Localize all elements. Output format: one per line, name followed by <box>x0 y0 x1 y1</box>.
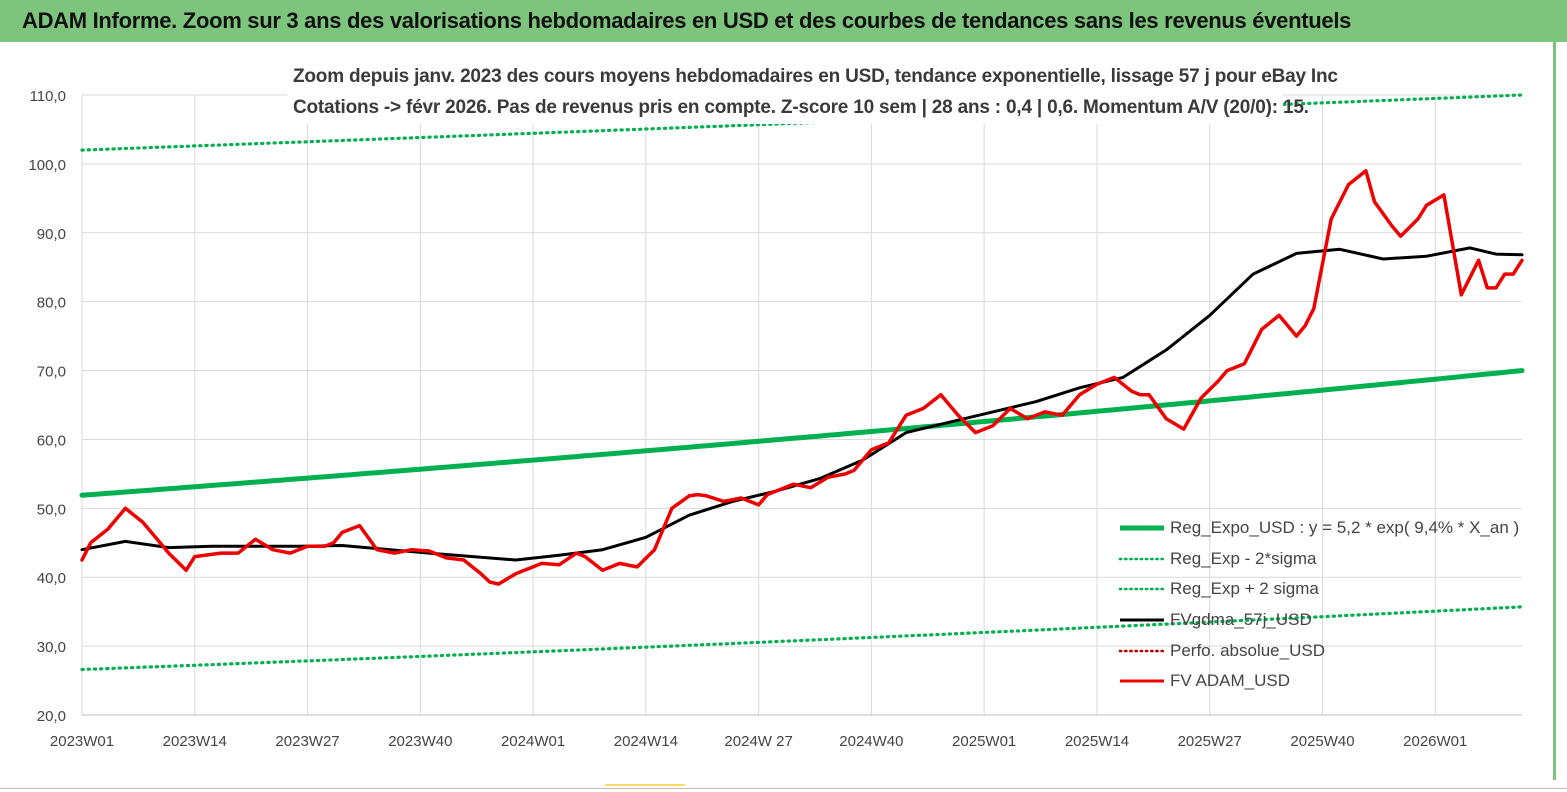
legend-swatch <box>1118 557 1166 561</box>
y-tick-label: 60,0 <box>37 432 66 449</box>
legend-label: Reg_Exp + 2 sigma <box>1170 579 1319 599</box>
x-tick-label: 2025W01 <box>952 733 1016 750</box>
legend-item: FVgdma_57j_USD <box>1118 605 1538 636</box>
x-tick-label: 2023W27 <box>275 733 339 750</box>
y-tick-label: 100,0 <box>28 157 66 174</box>
legend-item: Reg_Expo_USD : y = 5,2 * exp( 9,4% * X_a… <box>1118 513 1538 544</box>
chart-title: ADAM Informe. Zoom sur 3 ans des valoris… <box>22 8 1352 33</box>
y-tick-label: 70,0 <box>37 364 66 381</box>
legend-swatch <box>1120 618 1164 622</box>
chart-subtitle-line-2: Cotations -> févr 2026. Pas de revenus p… <box>293 97 1309 118</box>
x-tick-label: 2023W40 <box>388 733 452 750</box>
y-tick-label: 90,0 <box>37 226 66 243</box>
x-tick-label: 2024W14 <box>614 733 678 750</box>
y-tick-label: 80,0 <box>37 295 66 312</box>
y-axis-ticks: 110,0 100,0 90,0 80,0 70,0 60,0 50,0 40,0 30,0 20… <box>28 88 66 725</box>
chart-legend: Reg_Expo_USD : y = 5,2 * exp( 9,4% * X_a… <box>1118 513 1538 697</box>
legend-item: FV ADAM_USD <box>1118 666 1538 697</box>
y-tick-label: 40,0 <box>37 570 66 587</box>
x-tick-label: 2023W01 <box>50 733 114 750</box>
legend-item: Reg_Exp + 2 sigma <box>1118 574 1538 605</box>
legend-swatch <box>1120 525 1164 531</box>
x-tick-label: 2024W01 <box>501 733 565 750</box>
legend-label: FVgdma_57j_USD <box>1170 610 1312 630</box>
series-line-reg-expo <box>79 368 1525 498</box>
legend-item: Perfo. absolue_USD <box>1118 635 1538 666</box>
chart-header: ADAM Informe. Zoom sur 3 ans des valoris… <box>0 0 1567 42</box>
chart-grid <box>81 94 1522 716</box>
legend-item: Reg_Exp - 2*sigma <box>1118 544 1538 575</box>
x-tick-label: 2025W27 <box>1178 733 1242 750</box>
y-tick-label: 110,0 <box>30 88 66 105</box>
legend-label: Reg_Exp - 2*sigma <box>1170 548 1317 568</box>
x-axis-ticks: 2023W01 2023W14 2023W27 2023W40 2024W01 2024W… <box>50 733 1467 750</box>
frame-border-bottom <box>0 780 1567 792</box>
y-tick-label: 30,0 <box>37 639 66 656</box>
legend-label: Perfo. absolue_USD <box>1170 640 1325 660</box>
legend-swatch <box>1118 588 1166 591</box>
x-tick-label: 2026W01 <box>1403 733 1467 750</box>
x-tick-label: 2024W 27 <box>724 733 792 750</box>
series-line-fv-adam <box>80 169 1524 586</box>
y-tick-label: 20,0 <box>37 708 66 725</box>
chart-subtitle-line-1: Zoom depuis janv. 2023 des cours moyens … <box>293 66 1338 87</box>
legend-label: FV ADAM_USD <box>1170 671 1290 691</box>
x-tick-label: 2024W40 <box>839 733 903 750</box>
legend-swatch <box>1120 679 1164 683</box>
legend-label: Reg_Expo_USD : y = 5,2 * exp( 9,4% * X_a… <box>1170 518 1520 538</box>
series-line-reg-lower <box>80 605 1524 672</box>
chart-subtitle-box: Zoom depuis janv. 2023 des cours moyens … <box>287 62 1338 124</box>
y-tick-label: 50,0 <box>37 501 66 518</box>
x-tick-label: 2023W14 <box>163 733 227 750</box>
x-tick-label: 2025W40 <box>1290 733 1354 750</box>
x-tick-label: 2025W14 <box>1065 733 1129 750</box>
frame-border-right <box>1553 42 1556 780</box>
legend-swatch <box>1118 649 1166 652</box>
